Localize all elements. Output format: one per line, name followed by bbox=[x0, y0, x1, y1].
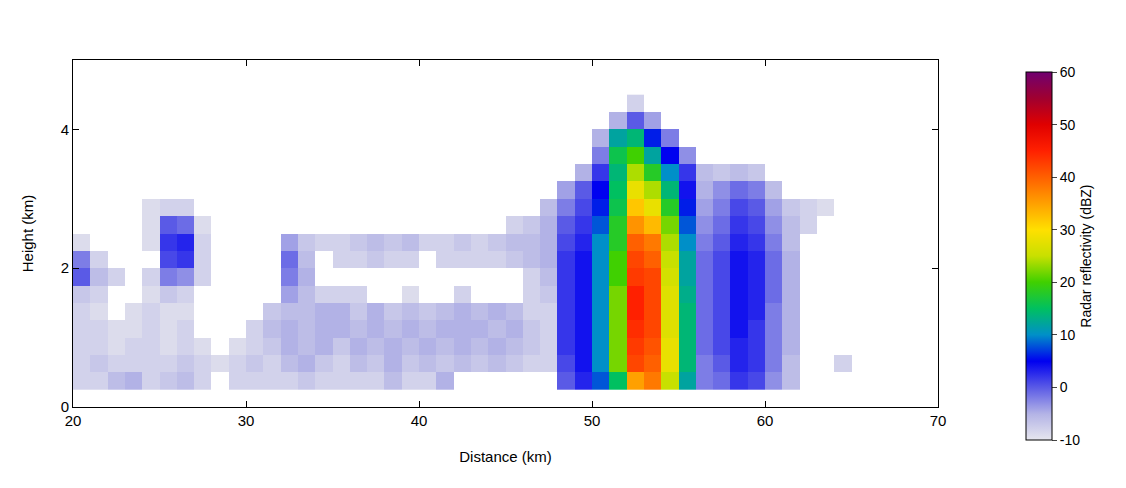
svg-text:Height (km): Height (km) bbox=[19, 195, 36, 273]
svg-text:10: 10 bbox=[1060, 327, 1076, 343]
svg-text:50: 50 bbox=[1060, 117, 1076, 133]
svg-text:60: 60 bbox=[1060, 64, 1076, 80]
svg-text:0: 0 bbox=[1060, 379, 1068, 395]
svg-text:20: 20 bbox=[1060, 274, 1076, 290]
svg-text:40: 40 bbox=[1060, 169, 1076, 185]
svg-text:Distance (km): Distance (km) bbox=[459, 448, 552, 465]
svg-text:2: 2 bbox=[61, 259, 69, 276]
svg-text:20: 20 bbox=[65, 412, 82, 429]
svg-text:0: 0 bbox=[61, 398, 69, 415]
svg-text:40: 40 bbox=[411, 412, 428, 429]
svg-text:60: 60 bbox=[757, 412, 774, 429]
svg-text:4: 4 bbox=[61, 121, 69, 138]
svg-text:30: 30 bbox=[1060, 222, 1076, 238]
svg-text:70: 70 bbox=[930, 412, 947, 429]
svg-text:30: 30 bbox=[238, 412, 255, 429]
svg-text:50: 50 bbox=[584, 412, 601, 429]
svg-text:-10: -10 bbox=[1060, 432, 1080, 448]
svg-text:Radar reflectivity (dBZ): Radar reflectivity (dBZ) bbox=[1078, 184, 1094, 327]
